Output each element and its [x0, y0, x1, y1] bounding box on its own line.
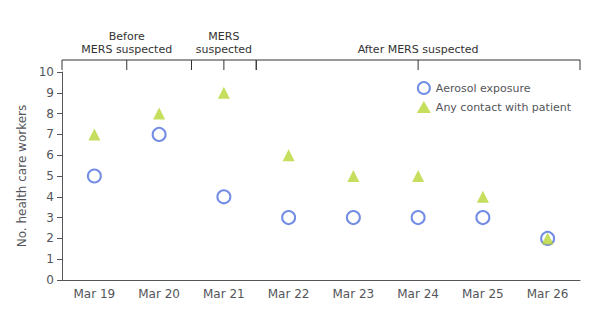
svg-text:Mar 23: Mar 23 [333, 287, 375, 301]
svg-text:MERS: MERS [208, 30, 239, 43]
svg-text:6: 6 [46, 148, 54, 162]
svg-text:2: 2 [46, 231, 54, 245]
svg-text:4: 4 [46, 190, 54, 204]
svg-text:suspected: suspected [196, 43, 252, 56]
svg-text:Aerosol exposure: Aerosol exposure [436, 82, 531, 95]
svg-text:Before: Before [109, 30, 145, 43]
svg-text:Mar 22: Mar 22 [268, 287, 310, 301]
svg-text:10: 10 [39, 65, 54, 79]
svg-text:Mar 20: Mar 20 [138, 287, 180, 301]
svg-text:8: 8 [46, 107, 54, 121]
svg-text:MERS suspected: MERS suspected [81, 43, 172, 56]
svg-text:Mar 19: Mar 19 [74, 287, 116, 301]
svg-text:0: 0 [46, 273, 54, 287]
svg-text:After MERS suspected: After MERS suspected [358, 43, 479, 56]
svg-text:3: 3 [46, 211, 54, 225]
svg-text:Mar 25: Mar 25 [462, 287, 504, 301]
svg-text:1: 1 [46, 252, 54, 266]
svg-text:Any contact with patient: Any contact with patient [436, 101, 572, 114]
svg-text:Mar 26: Mar 26 [527, 287, 569, 301]
svg-text:9: 9 [46, 86, 54, 100]
svg-text:No. health care workers: No. health care workers [15, 105, 29, 248]
svg-text:Mar 21: Mar 21 [203, 287, 245, 301]
svg-text:7: 7 [46, 127, 54, 141]
svg-text:Mar 24: Mar 24 [397, 287, 439, 301]
svg-text:5: 5 [46, 169, 54, 183]
